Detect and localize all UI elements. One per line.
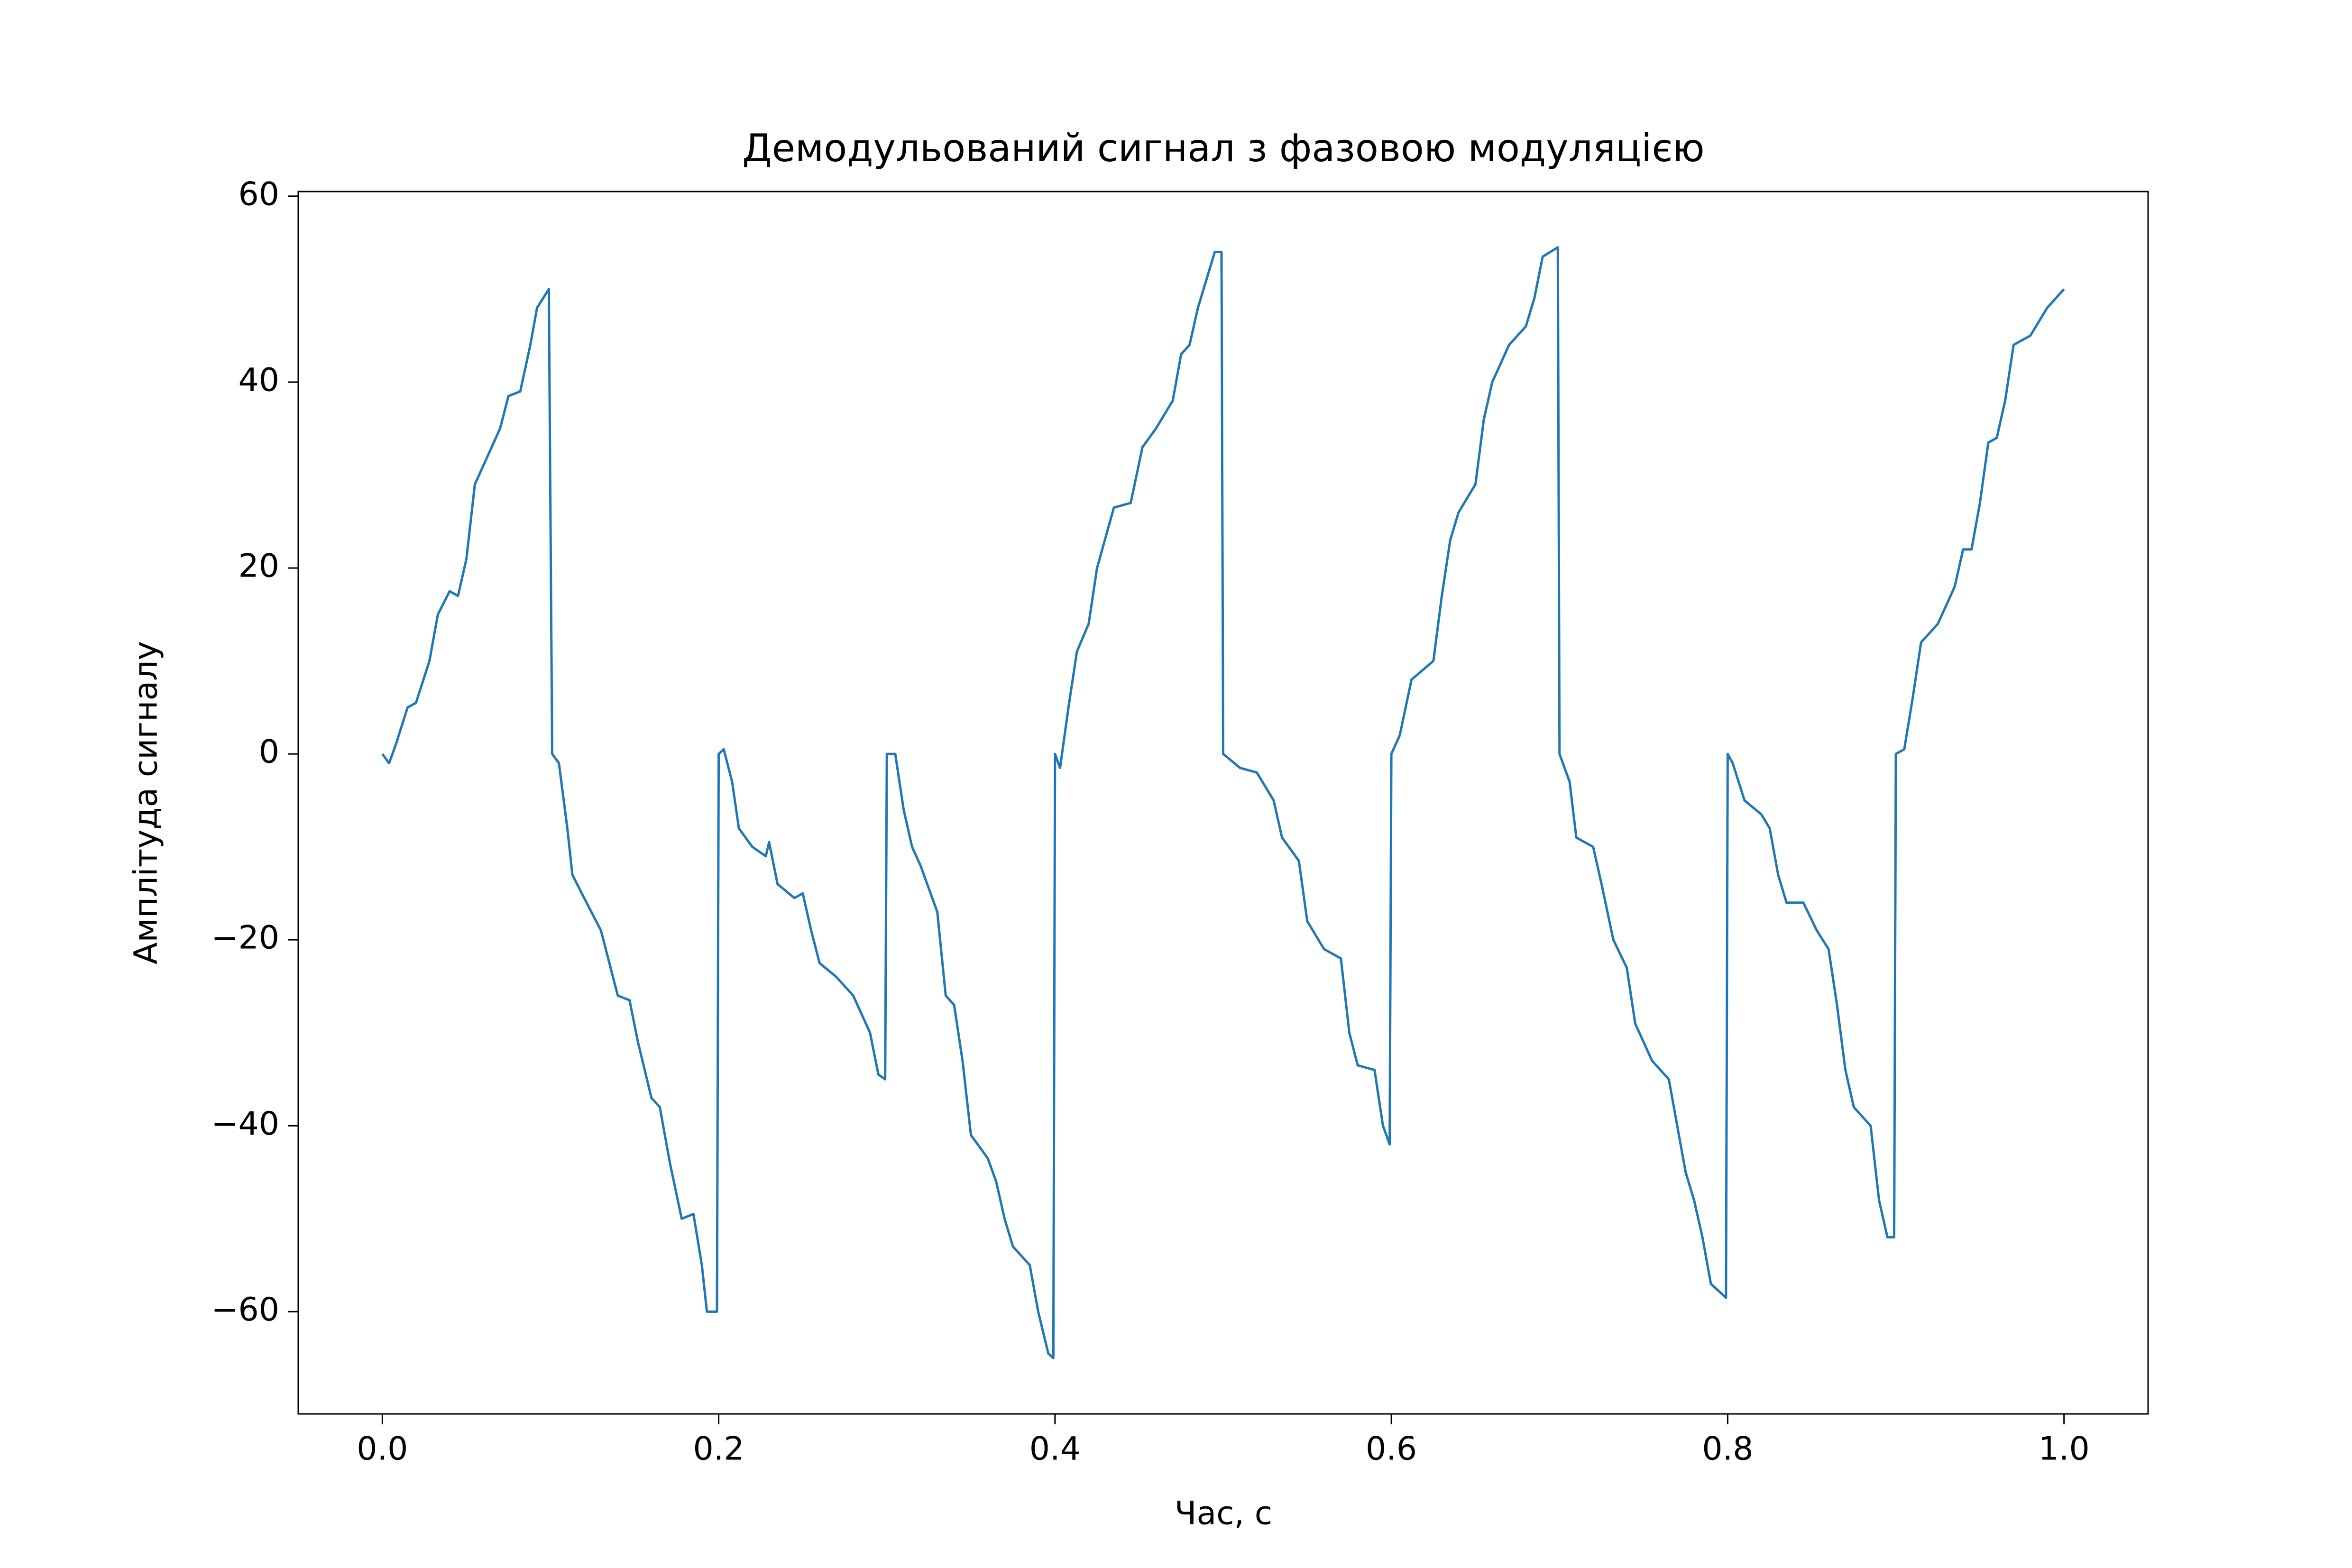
y-tick-label: 0 [259, 734, 279, 771]
x-tick-label: 0.0 [357, 1430, 408, 1468]
y-tick-label: 60 [238, 175, 279, 213]
y-tick-label: 40 [238, 361, 279, 399]
chart-title: Демодульований сигнал з фазовою модуляці… [742, 126, 1705, 170]
data-line [381, 246, 2065, 1359]
y-axis-label: Амплітуда сигналу [128, 641, 165, 964]
x-axis-label: Час, с [1175, 1495, 1272, 1532]
x-tick-label: 1.0 [2039, 1430, 2090, 1468]
plot-frame [297, 191, 2149, 1415]
y-tick-label: −20 [211, 919, 279, 957]
x-tick-label: 0.8 [1702, 1430, 1753, 1468]
x-tick-label: 0.6 [1366, 1430, 1417, 1468]
y-tick-label: 20 [238, 548, 279, 585]
x-tick-label: 0.4 [1029, 1430, 1081, 1468]
x-tick-label: 0.2 [693, 1430, 744, 1468]
y-tick-label: −40 [211, 1105, 279, 1143]
y-tick-label: −60 [211, 1291, 279, 1329]
